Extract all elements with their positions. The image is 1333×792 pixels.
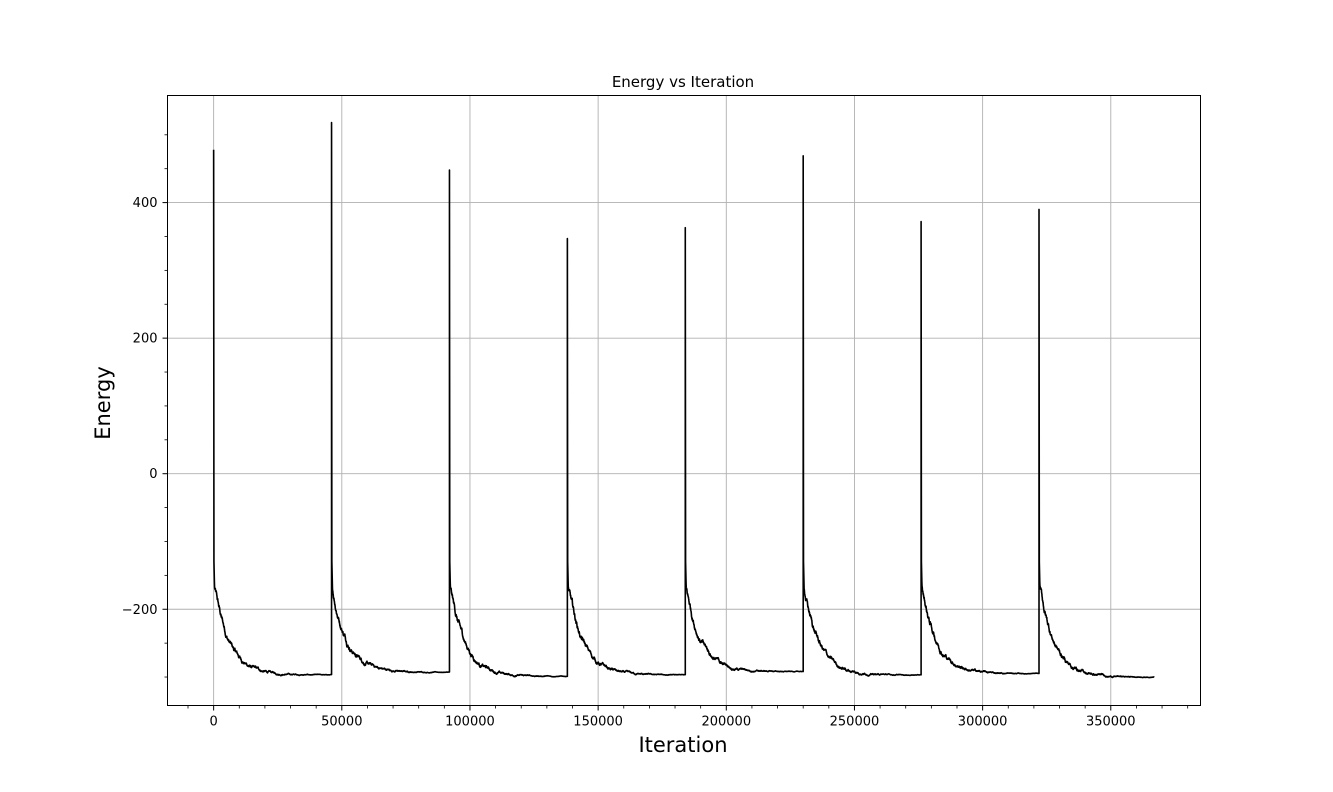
y-tick-label: −200 bbox=[122, 603, 158, 618]
y-tick-label: 200 bbox=[133, 332, 158, 347]
x-axis-title: Iteration bbox=[638, 733, 727, 757]
energy-series-line bbox=[212, 121, 1155, 679]
grid bbox=[167, 95, 1201, 706]
y-tick-label: 0 bbox=[149, 467, 157, 482]
x-tick-label: 50000 bbox=[321, 715, 362, 730]
series-layer bbox=[212, 121, 1155, 679]
x-tick-label: 200000 bbox=[701, 715, 751, 730]
plot-frame bbox=[167, 95, 1201, 706]
chart-title: Energy vs Iteration bbox=[612, 73, 754, 91]
x-tick-label: 300000 bbox=[958, 715, 1008, 730]
x-tick-label: 150000 bbox=[573, 715, 623, 730]
x-tick-label: 100000 bbox=[445, 715, 495, 730]
y-axis-title: Energy bbox=[91, 366, 115, 440]
x-tick-label: 0 bbox=[209, 715, 217, 730]
x-axis: 0 50000 100000 150000 200000 250000 300000 3500… bbox=[187, 705, 1189, 730]
x-tick-label: 250000 bbox=[830, 715, 880, 730]
y-axis: −200 0 200 400 bbox=[122, 134, 168, 678]
y-tick-label: 400 bbox=[133, 196, 158, 211]
x-tick-label: 350000 bbox=[1086, 715, 1136, 730]
